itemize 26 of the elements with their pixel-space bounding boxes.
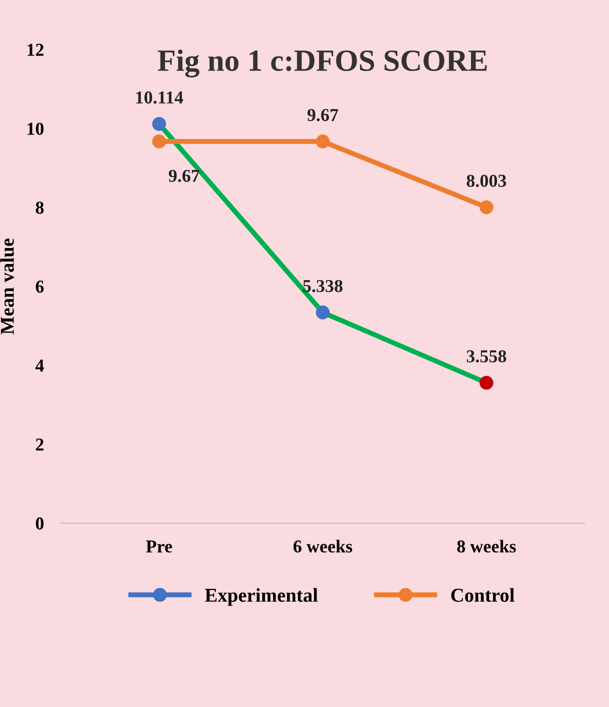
y-axis-title: Mean value [0,238,14,334]
point [316,134,330,148]
point [480,376,494,390]
data-label: 8.003 [466,174,506,188]
point [152,134,166,148]
y-tick-label: 0 [36,517,44,530]
data-label: 9.67 [307,108,338,122]
x-tick-label: 6 weeks [294,540,352,553]
x-tick-label: Pre [146,540,172,553]
y-tick-label: 10 [28,122,44,135]
y-tick-label: 6 [36,280,44,293]
data-label: 5.338 [303,280,342,292]
y-tick-label: 4 [35,360,44,372]
y-tick-label: 2 [36,438,44,450]
legend-label: Experimental [204,588,318,606]
x-tick-label: 8 weeks [457,540,516,553]
point [316,306,330,320]
y-tick-label: 8 [36,202,44,214]
chart-title: Fig no 1 c:DFOS SCORE [158,49,487,78]
data-label: 9.67 [168,170,200,182]
y-tick-label: 12 [28,44,44,56]
data-label: 3.558 [466,350,506,362]
point [152,117,166,131]
legend-label: Control [451,588,514,602]
data-label: 10.114 [136,91,184,104]
point [480,200,494,214]
